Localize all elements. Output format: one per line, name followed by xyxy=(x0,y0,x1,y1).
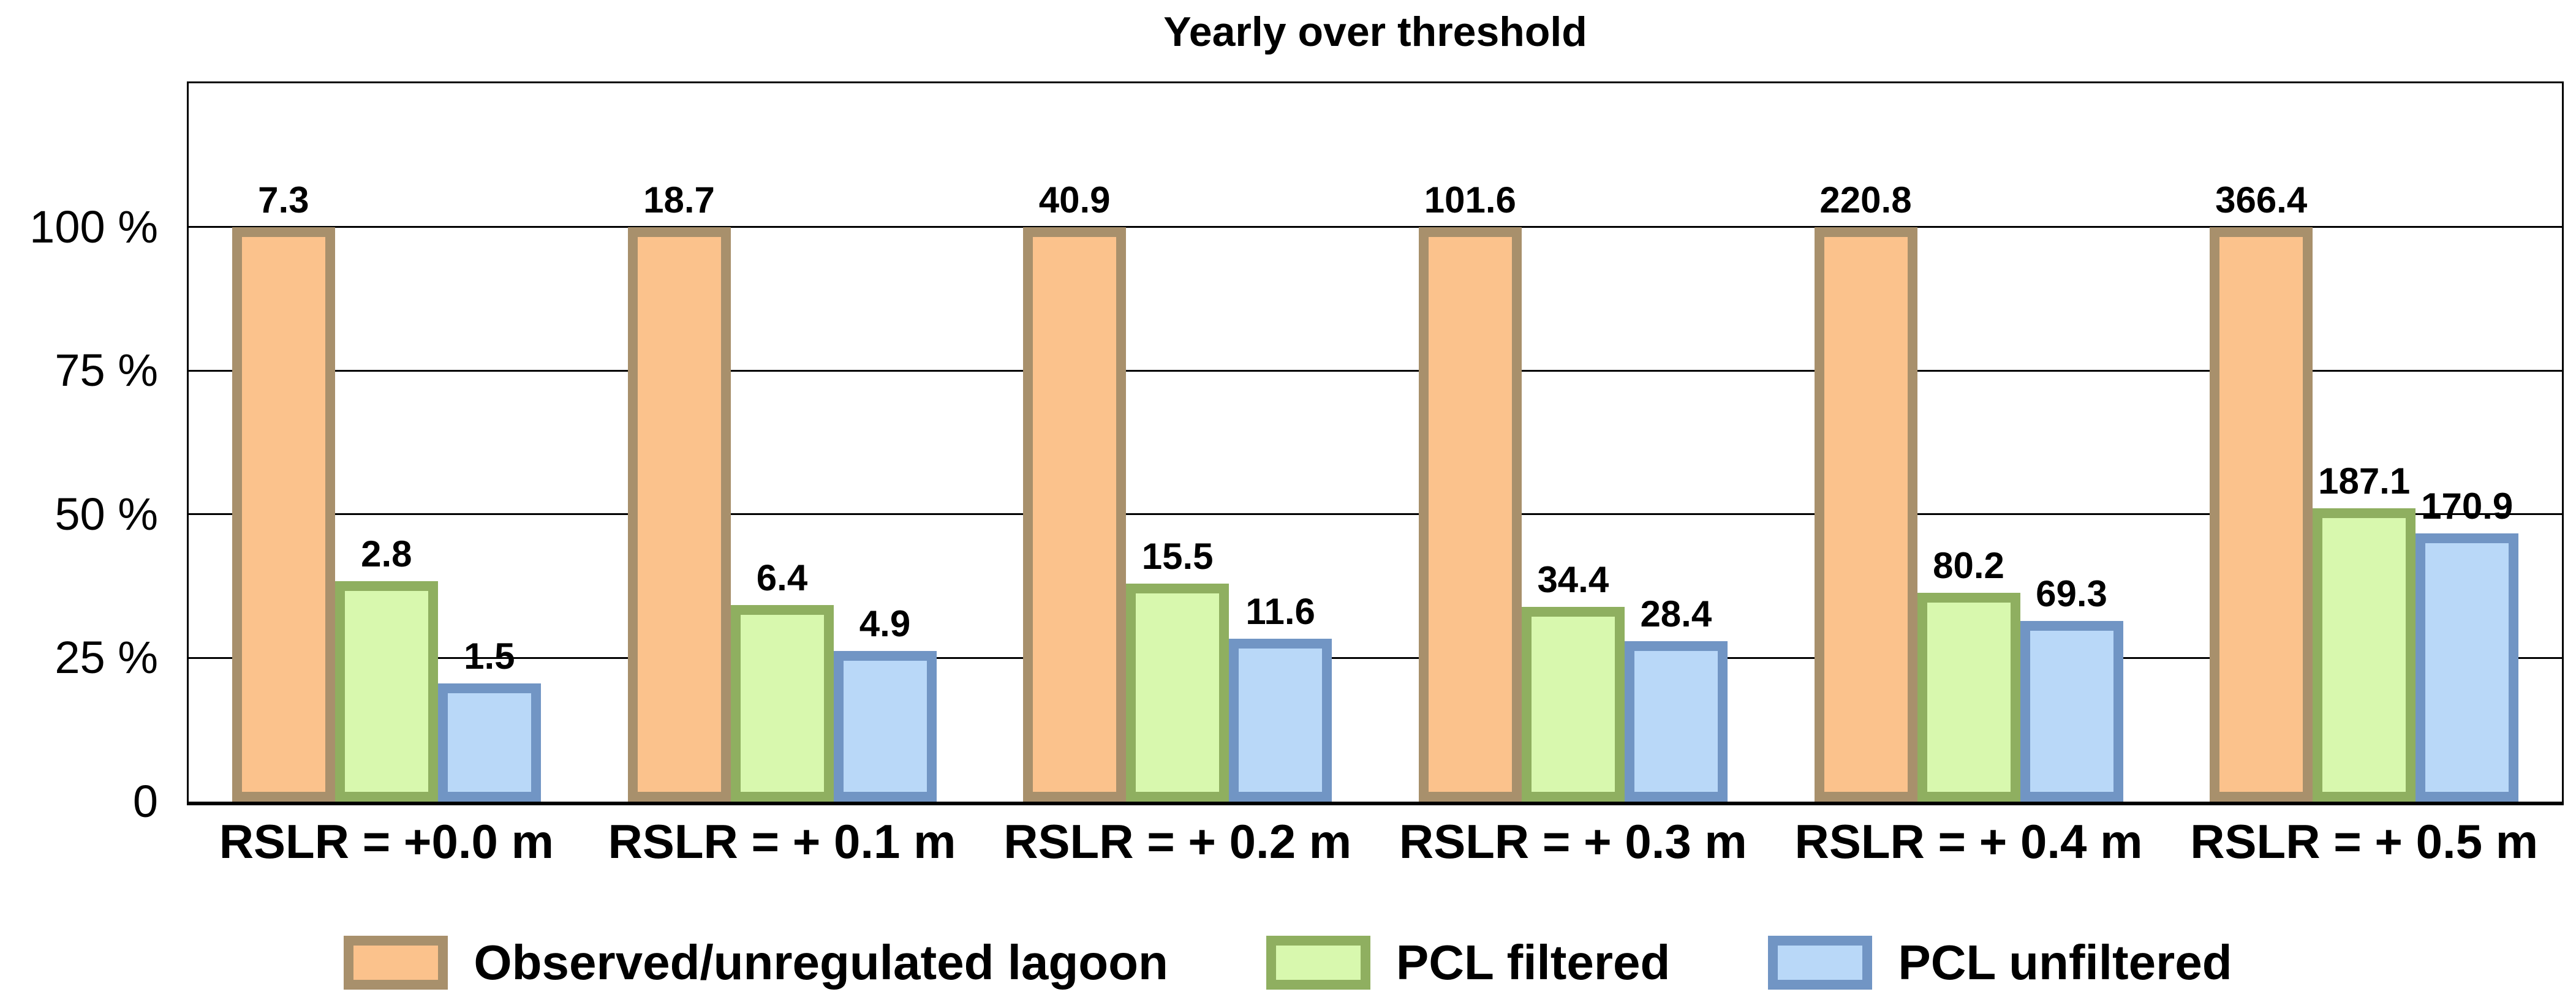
x-tick-label-5: RSLR = + 0.4 m xyxy=(1794,814,2143,868)
bar-value-label: 11.6 xyxy=(1245,590,1315,632)
bar-group1-series1 xyxy=(232,227,335,802)
bar-value-label: 220.8 xyxy=(1819,179,1912,220)
legend-label: PCL filtered xyxy=(1396,935,1671,990)
legend: Observed/unregulated lagoon PCL filtered P… xyxy=(0,936,2576,990)
bar-group5-series3 xyxy=(2020,621,2123,802)
bar-group5-series2 xyxy=(1917,593,2020,802)
legend-swatch-icon xyxy=(344,936,448,990)
gridline-100pct xyxy=(189,226,2562,228)
bar-value-label: 80.2 xyxy=(1933,545,2004,587)
bar-value-label: 366.4 xyxy=(2215,179,2308,220)
bar-group1-series2 xyxy=(334,581,438,802)
bar-value-label: 187.1 xyxy=(2318,460,2411,502)
bar-value-label: 170.9 xyxy=(2421,486,2514,527)
y-tick-label-100: 100 % xyxy=(29,201,158,252)
bar-value-label: 34.4 xyxy=(1537,559,1609,601)
bar-value-label: 15.5 xyxy=(1141,536,1214,577)
bar-group4-series1 xyxy=(1418,227,1522,802)
bar-group6-series3 xyxy=(2415,533,2519,802)
y-tick-label-0: 0 xyxy=(132,776,158,827)
x-tick-label-2: RSLR = + 0.1 m xyxy=(608,814,956,868)
y-tick-label-25: 25 % xyxy=(55,632,158,683)
legend-swatch-icon xyxy=(1266,936,1370,990)
x-tick-label-3: RSLR = + 0.2 m xyxy=(1003,814,1352,868)
bar-group2-series1 xyxy=(627,227,731,802)
y-tick-label-75: 75 % xyxy=(55,345,158,396)
bar-group4-series2 xyxy=(1521,607,1625,802)
bar-value-label: 18.7 xyxy=(643,179,715,220)
bar-value-label: 2.8 xyxy=(361,533,412,575)
plot-area: 7.3 2.8 1.5 18.7 6.4 4.9 40.9 15.5 11.6 101.6 34.4… xyxy=(187,81,2564,805)
x-tick-label-4: RSLR = + 0.3 m xyxy=(1399,814,1747,868)
bar-group3-series3 xyxy=(1229,638,1332,802)
x-tick-label-6: RSLR = + 0.5 m xyxy=(2190,814,2539,868)
bar-value-label: 101.6 xyxy=(1424,179,1516,220)
bar-group3-series1 xyxy=(1023,227,1127,802)
legend-label: Observed/unregulated lagoon xyxy=(474,935,1168,990)
bar-group3-series2 xyxy=(1126,584,1229,802)
legend-item-3: PCL unfiltered xyxy=(1768,936,2232,990)
bar-group4-series3 xyxy=(1624,641,1728,802)
bar-value-label: 4.9 xyxy=(859,603,911,645)
bar-group2-series3 xyxy=(833,651,937,802)
legend-label: PCL unfiltered xyxy=(1898,935,2232,990)
bar-group6-series2 xyxy=(2313,508,2416,802)
bar-value-label: 6.4 xyxy=(756,557,808,598)
legend-item-2: PCL filtered xyxy=(1266,935,1671,990)
y-tick-label-50: 50 % xyxy=(55,488,158,540)
chart-title: Yearly over threshold xyxy=(1163,9,1587,55)
x-tick-label-1: RSLR = +0.0 m xyxy=(219,814,554,868)
bar-value-label: 28.4 xyxy=(1640,593,1712,634)
bar-value-label: 1.5 xyxy=(464,636,515,677)
bar-group6-series1 xyxy=(2210,227,2313,802)
bar-group5-series1 xyxy=(1814,227,1917,802)
bar-group1-series3 xyxy=(437,683,541,802)
gridline-75pct xyxy=(189,369,2562,372)
bar-value-label: 40.9 xyxy=(1038,179,1111,220)
bar-value-label: 69.3 xyxy=(2036,573,2107,615)
bar-value-label: 7.3 xyxy=(258,179,309,220)
legend-item-1: Observed/unregulated lagoon xyxy=(344,936,1168,990)
legend-swatch-icon xyxy=(1768,936,1873,990)
bar-group2-series2 xyxy=(730,604,834,802)
gridline-25pct xyxy=(189,656,2562,659)
gridline-50pct xyxy=(189,513,2562,516)
